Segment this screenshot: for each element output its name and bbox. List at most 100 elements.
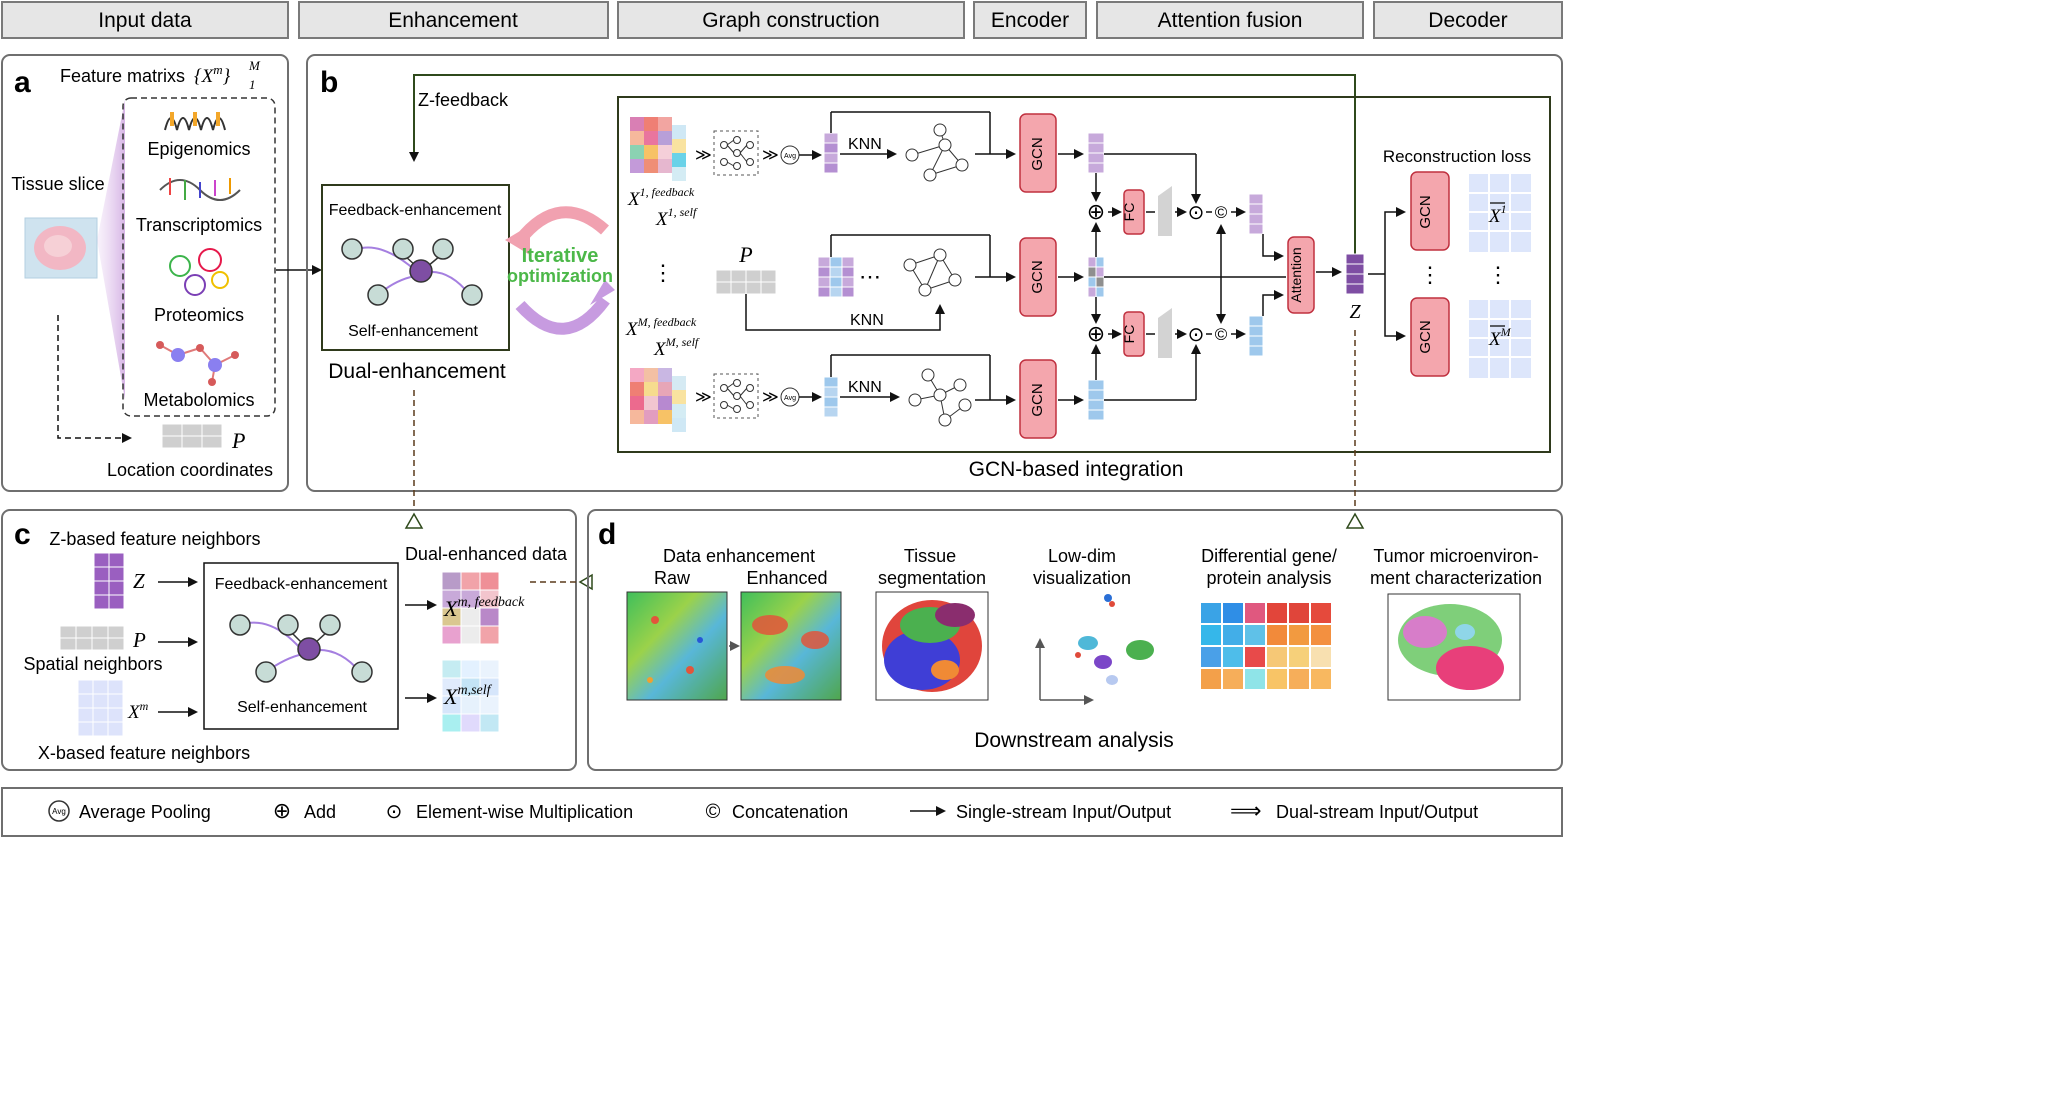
feature-matrices-label: Feature matrixs <box>60 66 185 86</box>
dual-enhanced-data-label: Dual-enhanced data <box>405 544 568 564</box>
panel-d-letter: d <box>598 518 616 551</box>
svg-text:GCN: GCN <box>1417 195 1434 228</box>
fused-top <box>1248 193 1264 235</box>
gcn-dec-bottom: GCN <box>1410 297 1450 377</box>
legend-concat-icon: © <box>706 801 721 823</box>
xm-self: XM, self <box>653 335 700 360</box>
svg-text:Avg: Avg <box>784 395 796 402</box>
b-ellipsis-h: ⋯ <box>859 264 881 289</box>
b-enhancement-graph <box>341 238 483 306</box>
c-out-feedback-matrix <box>441 571 500 645</box>
c-out-self: Xm,self <box>443 683 493 709</box>
svg-text:GCN: GCN <box>1029 260 1046 293</box>
z-embedding <box>1345 253 1365 295</box>
svg-text:FC: FC <box>1121 325 1137 344</box>
svg-text:GCN: GCN <box>1029 137 1046 170</box>
x1-feedback: X1, feedback <box>627 185 695 210</box>
header-decoder: Decoder <box>1428 9 1507 32</box>
enhanced-map <box>740 591 842 701</box>
low-dim-label-1: Low-dim <box>1048 546 1116 566</box>
b-self-enhancement: Self-enhancement <box>348 323 478 340</box>
c-self-enhancement: Self-enhancement <box>237 699 367 716</box>
svg-text:Attention: Attention <box>1288 247 1304 302</box>
dual-enhancement-label: Dual-enhancement <box>328 360 506 383</box>
embedding-bottom <box>823 376 839 418</box>
xbar1: X1 <box>1488 202 1507 227</box>
svg-text:GCN: GCN <box>1417 320 1434 353</box>
recon-grid-bottom <box>1469 300 1531 378</box>
iterative-arrows <box>505 206 615 335</box>
tissue-slice-image <box>24 217 98 279</box>
panel-a: a Feature matrixs {Xm} M 1 Tissue slice … <box>1 54 289 492</box>
transcriptomics-icon <box>159 178 241 201</box>
svg-text:≫: ≫ <box>762 147 779 164</box>
embedding-top <box>823 132 839 174</box>
xbarM: XM <box>1488 325 1512 350</box>
x1-self: X1, self <box>655 205 698 230</box>
fc-top: FC <box>1121 189 1145 235</box>
legend-add-icon: ⊕ <box>273 798 291 823</box>
panel-c: c Z-based feature neighbors Z P Spatial … <box>1 509 577 771</box>
header-bar: Input data Enhancement Graph constructio… <box>1 1 1563 39</box>
header-input-data: Input data <box>98 9 192 32</box>
optimization-label: optimization <box>507 266 613 286</box>
svg-text:≫: ≫ <box>762 389 779 406</box>
mul-op-top: ⊙ <box>1188 202 1205 224</box>
panel-c-letter: c <box>14 518 31 551</box>
c-out-feedback: Xm, feedback <box>443 595 525 621</box>
svg-text:≫: ≫ <box>695 147 712 164</box>
legend-mul-icon: ⊙ <box>386 801 403 823</box>
b-ellipsis-v: ⋮ <box>652 260 674 285</box>
c-p-grid <box>59 625 125 651</box>
c-feedback-enhancement: Feedback-enhancement <box>215 576 388 593</box>
gcn-enc-top: GCN <box>1019 113 1057 193</box>
enhanced-label: Enhanced <box>746 568 827 588</box>
proteomics-icon <box>169 248 229 296</box>
tissue-slice-label: Tissue slice <box>11 174 104 194</box>
stacked-embeddings <box>817 256 855 298</box>
add-op-bottom: ⊕ <box>1087 321 1105 346</box>
panel-d: d Data enhancement Raw Enhanced Tissue s… <box>587 509 1563 771</box>
tissue-seg-image <box>875 591 989 701</box>
gcn-enc-mid: GCN <box>1019 237 1057 317</box>
low-dim-plot <box>1035 594 1154 705</box>
fused-bottom <box>1248 315 1264 357</box>
legend-dual: Dual-stream Input/Output <box>1276 802 1478 822</box>
knn-bottom: KNN <box>848 379 882 396</box>
legend-mul: Element-wise Multiplication <box>416 802 633 822</box>
panel-a-letter: a <box>14 66 31 99</box>
graph-bottom <box>908 368 972 427</box>
b-p-symbol: P <box>738 242 752 267</box>
fc-bottom: FC <box>1121 311 1145 357</box>
spatial-neighbors-label: Spatial neighbors <box>23 654 162 674</box>
downstream-label: Downstream analysis <box>974 729 1174 752</box>
modality-epigenomics: Epigenomics <box>147 139 250 159</box>
gcn-dec-top: GCN <box>1410 171 1450 251</box>
diff-heatmap <box>1199 601 1333 691</box>
recon-ellipsis: ⋮ <box>1487 262 1509 287</box>
header-encoder: Encoder <box>991 9 1069 32</box>
svg-text:≫: ≫ <box>695 389 712 406</box>
svg-text:Avg: Avg <box>784 153 796 160</box>
h1-top <box>1087 132 1105 174</box>
svg-text:{Xm}: {Xm} <box>194 62 231 87</box>
modality-proteomics: Proteomics <box>154 305 244 325</box>
legend-add: Add <box>304 802 336 822</box>
mlp-top: ≫ ≫ Avg <box>695 130 822 176</box>
legend-avg-icon: Avg <box>52 807 66 816</box>
reconstruction-loss-label: Reconstruction loss <box>1383 147 1531 166</box>
gcn-integration-label: GCN-based integration <box>969 458 1184 481</box>
data-enhancement-label: Data enhancement <box>663 546 815 566</box>
mul-op-bottom: ⊙ <box>1188 324 1205 346</box>
epigenomics-icon <box>164 112 226 131</box>
attention-block: Attention <box>1287 236 1315 314</box>
recon-grid-top <box>1469 174 1531 252</box>
svg-text:M: M <box>248 58 261 73</box>
tumor-label-2: ment characterization <box>1370 568 1542 588</box>
panel-b-letter: b <box>320 66 338 99</box>
svg-text:FC: FC <box>1121 203 1137 222</box>
b-feedback-enhancement: Feedback-enhancement <box>329 202 502 219</box>
legend-single: Single-stream Input/Output <box>956 802 1171 822</box>
tumor-label-1: Tumor microenviron- <box>1373 546 1538 566</box>
